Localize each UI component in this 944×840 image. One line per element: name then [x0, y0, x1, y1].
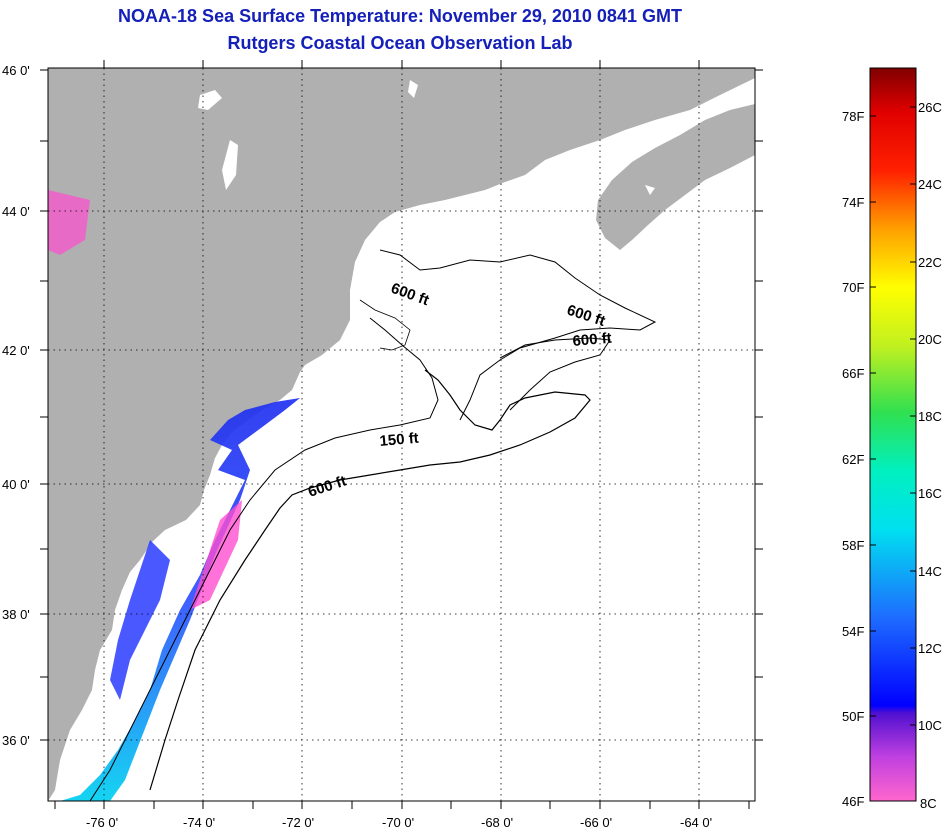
colorbar-label-f: 74F — [842, 195, 864, 210]
lat-label: 44 0' — [2, 204, 30, 219]
lon-label: -70 0' — [382, 815, 414, 830]
colorbar-label-c: 12C — [918, 641, 942, 656]
colorbar-label-f: 62F — [842, 452, 864, 467]
sst-pink-patch — [48, 190, 90, 255]
colorbar-label-c: 14C — [918, 564, 942, 579]
lon-label: -76 0' — [86, 815, 118, 830]
sst-swath-bay — [110, 540, 170, 700]
lat-label: 40 0' — [2, 477, 30, 492]
contour-150ft — [89, 317, 439, 801]
colorbar — [869, 67, 917, 802]
axis-ticks — [40, 60, 763, 809]
colorbar-label-c: 20C — [918, 332, 942, 347]
land-mainland — [48, 68, 755, 801]
lon-label: -74 0' — [183, 815, 215, 830]
land-lake — [408, 80, 418, 98]
colorbar-label-c: 16C — [918, 486, 942, 501]
map-title: NOAA-18 Sea Surface Temperature: Novembe… — [118, 6, 682, 26]
land-lake — [222, 140, 238, 190]
lon-label: -68 0' — [481, 815, 513, 830]
map-subtitle: Rutgers Coastal Ocean Observation Lab — [227, 33, 573, 53]
colorbar-label-c: 8C — [920, 796, 937, 811]
lat-label: 46 0' — [2, 63, 30, 78]
colorbar-label-f: 58F — [842, 538, 864, 553]
colorbar-label-f: 66F — [842, 366, 864, 381]
contour-label: 150 ft — [379, 430, 420, 450]
lon-label: -64 0' — [680, 815, 712, 830]
sst-swath-coastal — [60, 398, 300, 801]
lat-label: 42 0' — [2, 343, 30, 358]
colorbar-label-f: 50F — [842, 709, 864, 724]
lon-label: -72 0' — [282, 815, 314, 830]
contour-gulf-of-maine — [379, 249, 657, 421]
land-lake — [645, 185, 655, 195]
colorbar-label-f: 78F — [842, 109, 864, 124]
colorbar-label-c: 24C — [918, 177, 942, 192]
colorbar-label-f: 46F — [842, 794, 864, 809]
colorbar-ticks — [870, 106, 916, 726]
graticule — [48, 68, 755, 801]
lat-label: 36 0' — [2, 733, 30, 748]
land-nova-scotia — [596, 104, 755, 250]
sst-pink-patch — [190, 500, 242, 610]
colorbar-label-c: 10C — [918, 718, 942, 733]
contour-georges-bank — [499, 337, 611, 411]
contour-label: 600 ft — [572, 330, 613, 350]
lat-label: 38 0' — [2, 607, 30, 622]
contour-inner — [359, 299, 411, 351]
colorbar-label-c: 18C — [918, 409, 942, 424]
colorbar-label-c: 26C — [918, 100, 942, 115]
colorbar-label-f: 70F — [842, 280, 864, 295]
colorbar-label-c: 22C — [918, 255, 942, 270]
land-lake — [198, 90, 222, 110]
lon-label: -66 0' — [580, 815, 612, 830]
contour-600ft-shelf — [149, 369, 591, 791]
colorbar-label-f: 54F — [842, 624, 864, 639]
